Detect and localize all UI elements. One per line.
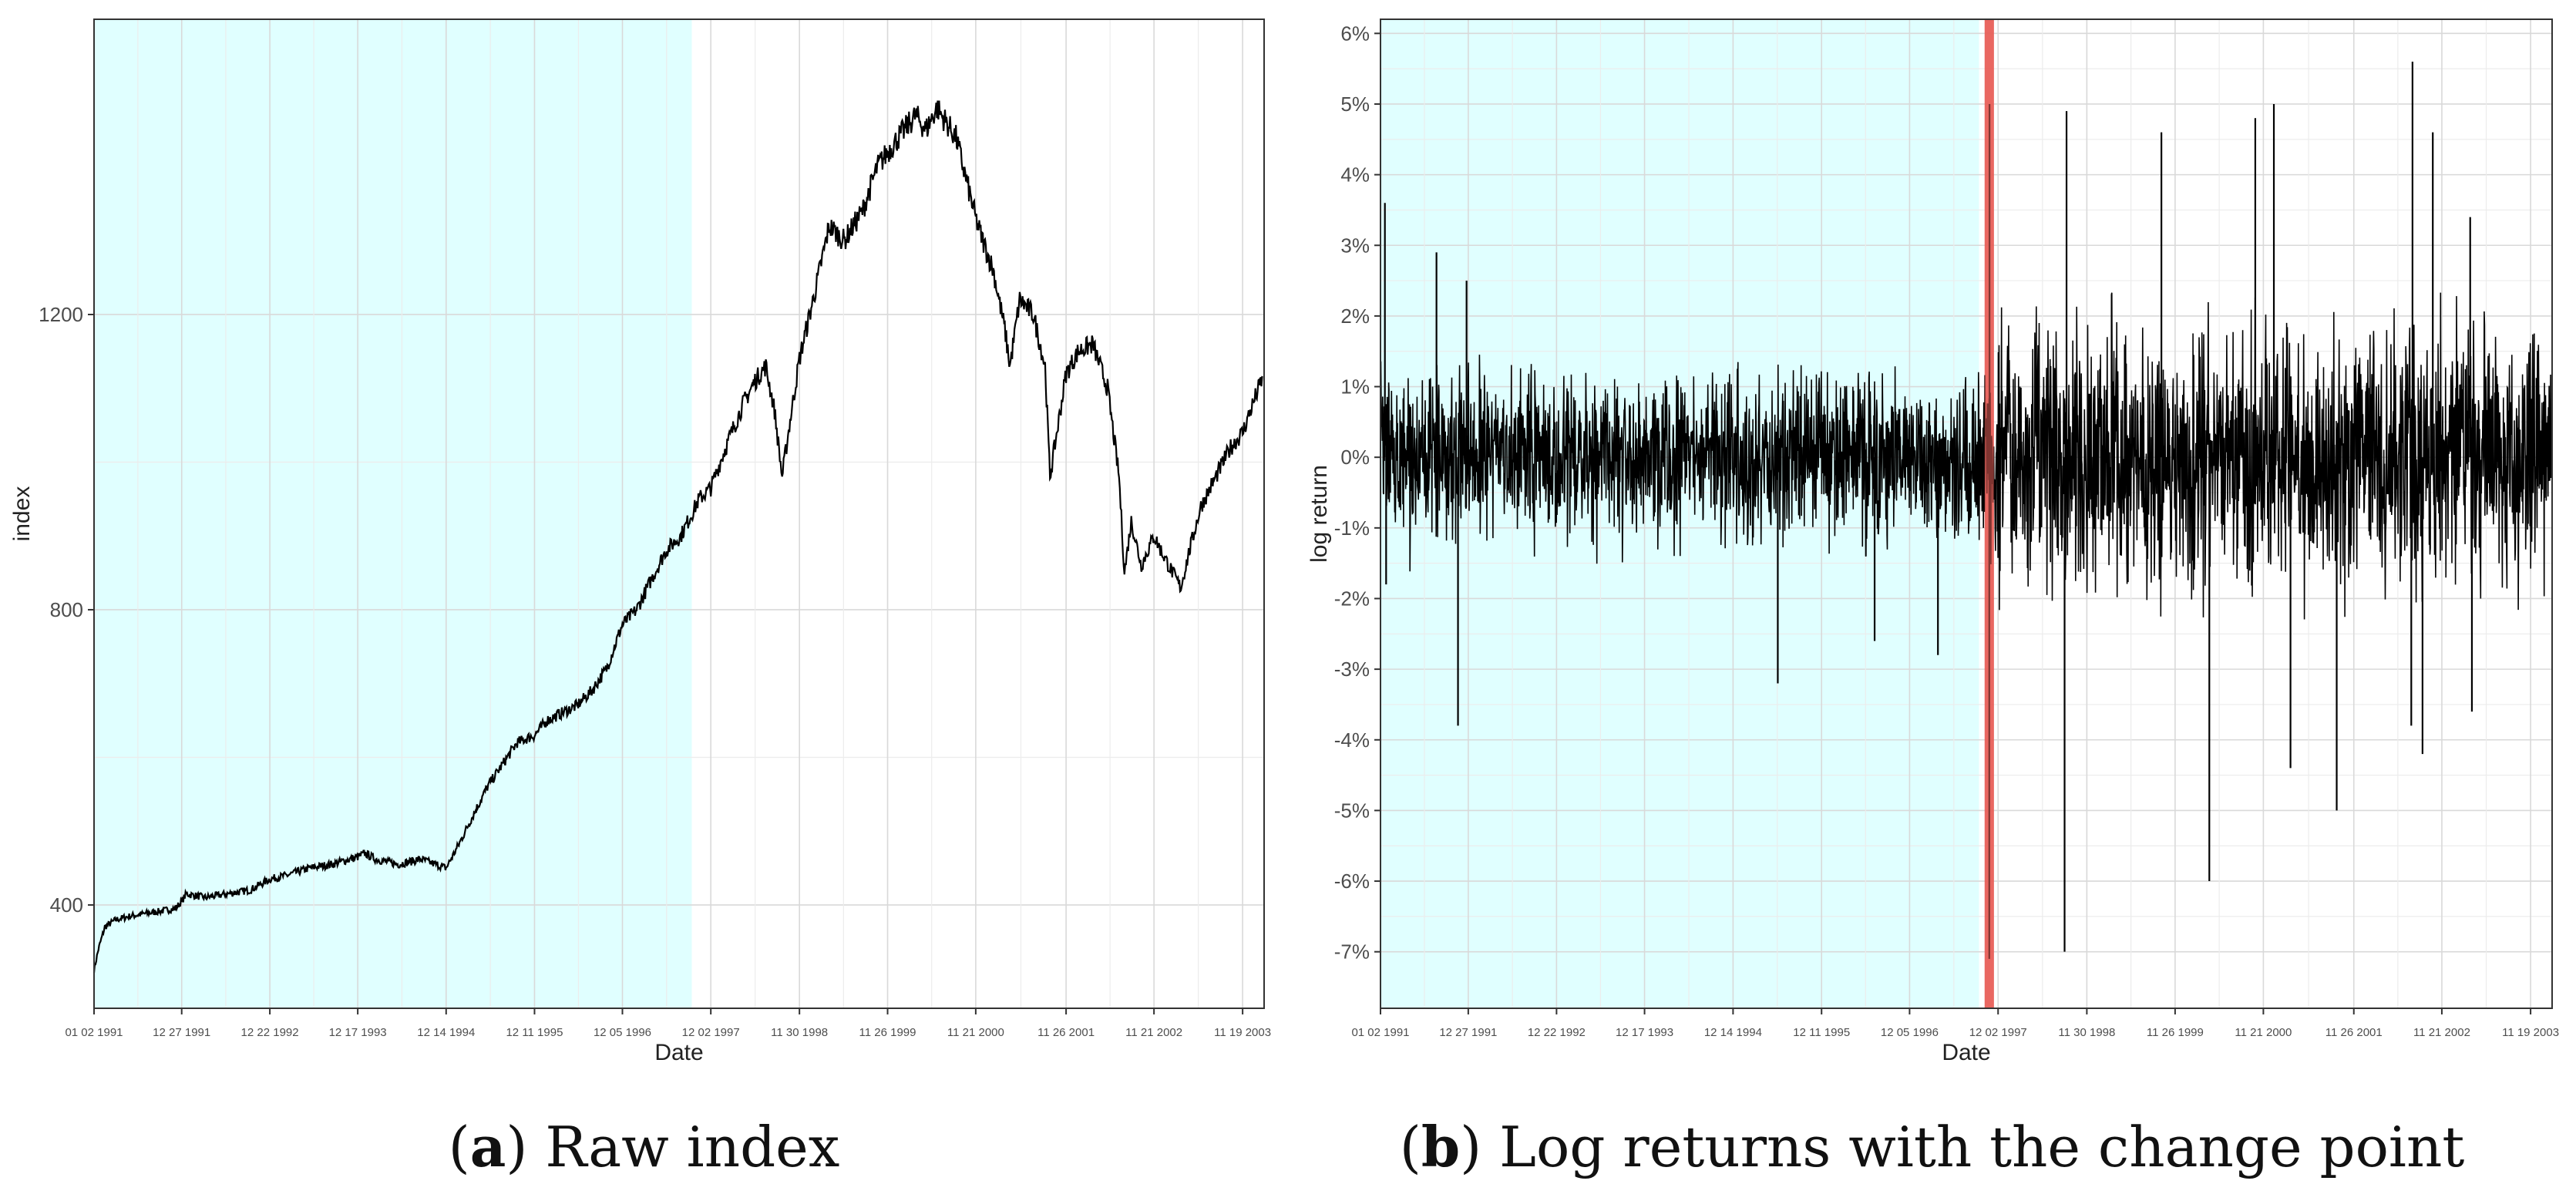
y-tick-label: 6% — [1340, 22, 1370, 45]
y-tick-label: 0% — [1340, 446, 1370, 469]
x-tick-label: 12 11 1995 — [1793, 1026, 1850, 1039]
y-tick-label: 3% — [1340, 234, 1370, 257]
x-tick-label: 11 21 2002 — [2413, 1026, 2470, 1039]
x-tick-label: 11 26 2001 — [2325, 1026, 2383, 1039]
x-tick-label: 12 02 1997 — [1969, 1026, 2027, 1039]
y-tick-label: -3% — [1334, 658, 1370, 681]
x-tick-label: 12 17 1993 — [329, 1026, 387, 1039]
y-tick-label: 1% — [1340, 375, 1370, 399]
y-tick-label: -5% — [1334, 799, 1370, 822]
caption-a-text: Raw index — [545, 1115, 840, 1179]
shaded-region — [94, 19, 692, 1008]
y-tick-label: -4% — [1334, 728, 1370, 752]
panel-raw-index: 400 800 1200 01 02 1991 12 27 1991 12 22 1992… — [9, 19, 1271, 1179]
x-axis-title: Date — [654, 1040, 703, 1065]
caption-b: (b) Log returns with the change point — [1399, 1114, 2465, 1179]
x-tick-label: 12 22 1992 — [1528, 1026, 1586, 1039]
x-tick-label: 12 02 1997 — [682, 1026, 740, 1039]
panel-log-returns: -7% -6% -5% -4% -3% -2% -1% 0% 1% 2% 3% 4% 5% 6% 01 02… — [1288, 0, 2576, 1201]
y-tick-label: -2% — [1334, 587, 1370, 610]
y-tick-label: -6% — [1334, 870, 1370, 893]
caption-a: (a) Raw index — [448, 1114, 840, 1179]
x-tick-label: 12 14 1994 — [417, 1026, 475, 1039]
caption-b-text: Log returns with the change point — [1499, 1115, 2465, 1179]
x-tick-label: 11 21 2000 — [947, 1026, 1004, 1039]
y-tick-label: -1% — [1334, 516, 1370, 540]
x-tick-label: 11 21 2000 — [2235, 1026, 2292, 1039]
x-tick-label: 11 30 1998 — [2058, 1026, 2115, 1039]
y-axis-title: index — [9, 486, 35, 542]
x-tick-label: 11 26 2001 — [1037, 1026, 1095, 1039]
log-return-series-line — [1380, 292, 2552, 620]
y-tick-label: 800 — [50, 598, 83, 621]
caption-a-letter: a — [469, 1114, 506, 1179]
x-tick-label: 12 27 1991 — [153, 1026, 210, 1039]
x-tick-label: 11 26 1999 — [2147, 1026, 2204, 1039]
x-tick-label: 12 22 1992 — [241, 1026, 299, 1039]
y-tick-label: 2% — [1340, 304, 1370, 328]
chart-raw-index: 400 800 1200 01 02 1991 12 27 1991 12 22 1992… — [9, 19, 1271, 1065]
chart-log-returns: -7% -6% -5% -4% -3% -2% -1% 0% 1% 2% 3% 4% 5% 6% 01 02… — [1306, 19, 2559, 1065]
x-tick-label: 11 26 1999 — [859, 1026, 916, 1039]
x-tick-label: 11 19 2003 — [1214, 1026, 1271, 1039]
index-series-line — [92, 100, 1263, 974]
x-tick-label: 11 30 1998 — [771, 1026, 828, 1039]
y-axis-title: log return — [1306, 465, 1332, 563]
x-tick-label: 11 19 2003 — [2502, 1026, 2559, 1039]
caption-b-letter: b — [1421, 1114, 1461, 1179]
x-tick-label: 12 27 1991 — [1439, 1026, 1497, 1039]
x-tick-label: 12 17 1993 — [1616, 1026, 1673, 1039]
x-tick-label: 01 02 1991 — [65, 1026, 123, 1039]
plot-border — [1380, 19, 2553, 1009]
y-tick-label: 400 — [50, 893, 83, 917]
y-tick-label: -7% — [1334, 940, 1370, 964]
plot-border — [93, 19, 1265, 1009]
y-tick-label: 5% — [1340, 93, 1370, 116]
x-tick-label: 12 05 1996 — [1881, 1026, 1939, 1039]
x-tick-label: 12 14 1994 — [1704, 1026, 1762, 1039]
change-point-overlay — [1984, 19, 1994, 1008]
y-tick-label: 4% — [1340, 163, 1370, 187]
x-tick-label: 01 02 1991 — [1351, 1026, 1409, 1039]
x-tick-label: 12 05 1996 — [594, 1026, 651, 1039]
x-tick-label: 12 11 1995 — [506, 1026, 563, 1039]
y-tick-label: 1200 — [39, 303, 83, 326]
x-axis-title: Date — [1942, 1040, 1990, 1065]
x-tick-label: 11 21 2002 — [1125, 1026, 1182, 1039]
